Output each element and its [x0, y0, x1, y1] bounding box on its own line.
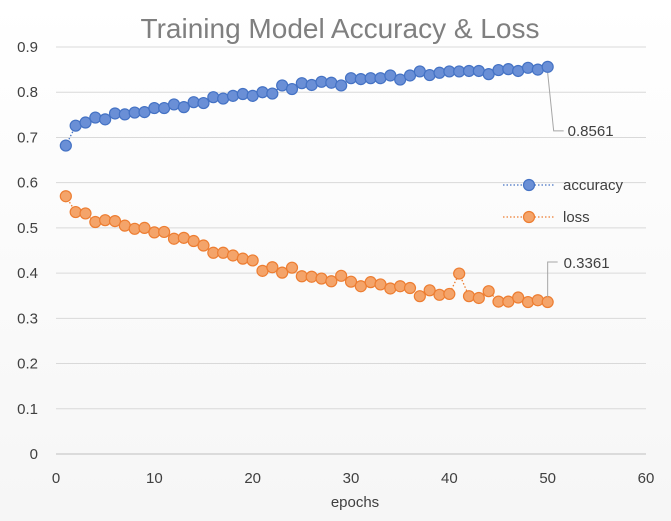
accuracy-point — [295, 77, 308, 90]
axes: 0 0.1 0.2 0.3 0.4 0.5 0.6 0.7 0.8 0.9 0 10 20 30 40 50 6… — [17, 39, 654, 487]
loss-point — [236, 252, 249, 265]
y-tick-label: 0.5 — [17, 220, 38, 237]
chart-title: Training Model Accuracy & Loss — [141, 13, 540, 44]
x-tick-label: 40 — [441, 470, 458, 487]
loss-point — [246, 254, 259, 267]
loss-point — [89, 215, 102, 229]
x-tick-label: 60 — [638, 470, 655, 487]
loss-point — [423, 284, 436, 297]
x-tick-label: 20 — [244, 470, 261, 487]
accuracy-point — [177, 101, 190, 114]
y-tick-label: 0.8 — [17, 84, 38, 101]
y-tick-label: 0.1 — [17, 401, 38, 418]
accuracy-point — [433, 66, 446, 79]
x-tick-label: 30 — [343, 470, 360, 487]
x-tick-label: 0 — [52, 470, 60, 487]
loss-point — [197, 239, 210, 252]
loss-point — [462, 290, 476, 303]
loss-point — [443, 287, 456, 301]
loss-point — [472, 291, 485, 305]
x-axis-title: epochs — [331, 494, 379, 511]
accuracy-point — [99, 113, 112, 126]
loss-point — [521, 295, 535, 309]
loss-point — [512, 291, 525, 304]
loss-point — [276, 266, 289, 279]
series-accuracy — [59, 60, 554, 152]
legend-swatch-marker — [522, 178, 536, 192]
series-layer — [59, 60, 554, 309]
accuracy-point — [285, 82, 299, 96]
loss-end-label: 0.3361 — [564, 255, 610, 272]
loss-point — [266, 261, 279, 274]
accuracy-point — [266, 87, 279, 100]
accuracy-point — [226, 89, 240, 102]
loss-point — [325, 275, 338, 288]
y-tick-label: 0 — [30, 446, 38, 463]
y-tick-label: 0.9 — [17, 39, 38, 56]
loss-point — [305, 270, 318, 283]
accuracy-point — [521, 61, 535, 74]
loss-point — [108, 215, 122, 228]
loss-point — [187, 234, 200, 248]
accuracy-end-label: 0.8561 — [568, 123, 614, 140]
y-tick-label: 0.3 — [17, 310, 38, 327]
legend-label: loss — [563, 209, 590, 226]
loss-point — [453, 267, 466, 280]
legend-label: accuracy — [563, 177, 624, 194]
legend-item-loss: loss — [503, 209, 590, 226]
accuracy-point — [59, 139, 72, 152]
accuracy-point — [197, 96, 210, 110]
y-tick-label: 0.4 — [17, 265, 38, 282]
x-tick-label: 50 — [539, 470, 556, 487]
accuracy-point — [118, 108, 131, 121]
loss-point — [335, 269, 348, 282]
loss-point — [285, 261, 299, 274]
accuracy-point — [502, 63, 515, 76]
loss-point — [394, 280, 407, 293]
legend: accuracy loss — [503, 177, 624, 226]
accuracy-point — [335, 79, 348, 92]
legend-item-accuracy: accuracy — [503, 177, 624, 194]
y-tick-label: 0.7 — [17, 129, 38, 146]
loss-point — [138, 221, 151, 234]
accuracy-point — [207, 91, 220, 104]
y-tick-label: 0.6 — [17, 175, 38, 192]
accuracy-point — [423, 68, 436, 82]
loss-point — [364, 276, 377, 289]
legend-swatch-marker — [522, 210, 536, 224]
loss-point — [541, 295, 554, 309]
loss-line — [65, 195, 548, 303]
loss-point — [158, 225, 171, 239]
accuracy-point — [79, 116, 92, 129]
loss-point — [69, 205, 82, 219]
accuracy-callout-leader — [547, 72, 564, 132]
accuracy-line — [65, 66, 548, 146]
accuracy-point — [236, 87, 249, 101]
loss-point — [79, 207, 92, 220]
loss-point — [59, 190, 72, 203]
accuracy-point — [89, 111, 102, 124]
loss-point — [413, 290, 426, 303]
loss-point — [482, 285, 495, 298]
loss-point — [403, 281, 417, 295]
loss-point — [531, 294, 544, 307]
loss-point — [384, 282, 397, 295]
callouts: 0.8561 0.3361 — [547, 72, 614, 298]
y-tick-label: 0.2 — [17, 356, 38, 373]
x-tick-label: 10 — [146, 470, 163, 487]
accuracy-point — [541, 60, 554, 73]
series-loss — [59, 190, 554, 309]
accuracy-point — [256, 86, 269, 99]
loss-callout-leader — [547, 261, 558, 298]
loss-point — [344, 275, 358, 288]
